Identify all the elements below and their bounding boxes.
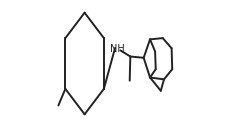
Text: NH: NH [110,44,125,54]
